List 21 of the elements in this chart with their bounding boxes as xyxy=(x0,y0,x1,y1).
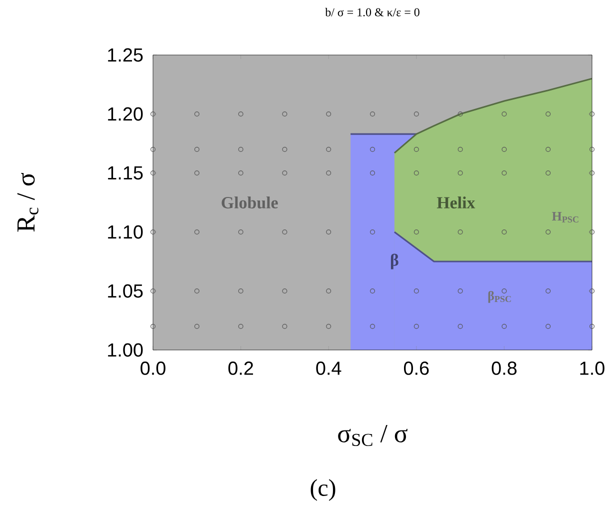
y-axis-title: R$_{c}$ / σ xyxy=(17,172,38,232)
annotation: H$_{PSC}$ xyxy=(552,212,578,222)
text: (c) xyxy=(310,479,336,501)
x-tick-label: 0.6 xyxy=(404,362,429,375)
y-tick-label: 1.10 xyxy=(108,225,143,239)
x-tick-label: 0.4 xyxy=(316,362,342,375)
x-axis-title: σ$_{SC}$ / σ xyxy=(338,425,408,446)
y-tick-label: 1.20 xyxy=(108,107,143,121)
series-label: β xyxy=(390,254,398,270)
y-tick-label: 1.25 xyxy=(108,48,143,62)
annotation: β$_{PSC}$ xyxy=(488,290,511,303)
x-tick-label: 0.0 xyxy=(140,362,166,375)
band-label: Globule xyxy=(222,196,278,208)
y-tick-label: 1.00 xyxy=(108,343,143,357)
x-tick-label: 0.8 xyxy=(492,362,517,375)
x-tick-label: 1.0 xyxy=(580,362,604,375)
x-tick-label: 0.2 xyxy=(228,362,254,375)
y-tick-label: 1.15 xyxy=(108,166,143,180)
chart-title: b/ σ = 1.0 & κ/ε = 0 xyxy=(325,8,420,16)
series-label: Helix xyxy=(436,196,476,208)
y-tick-label: 1.05 xyxy=(108,284,143,298)
